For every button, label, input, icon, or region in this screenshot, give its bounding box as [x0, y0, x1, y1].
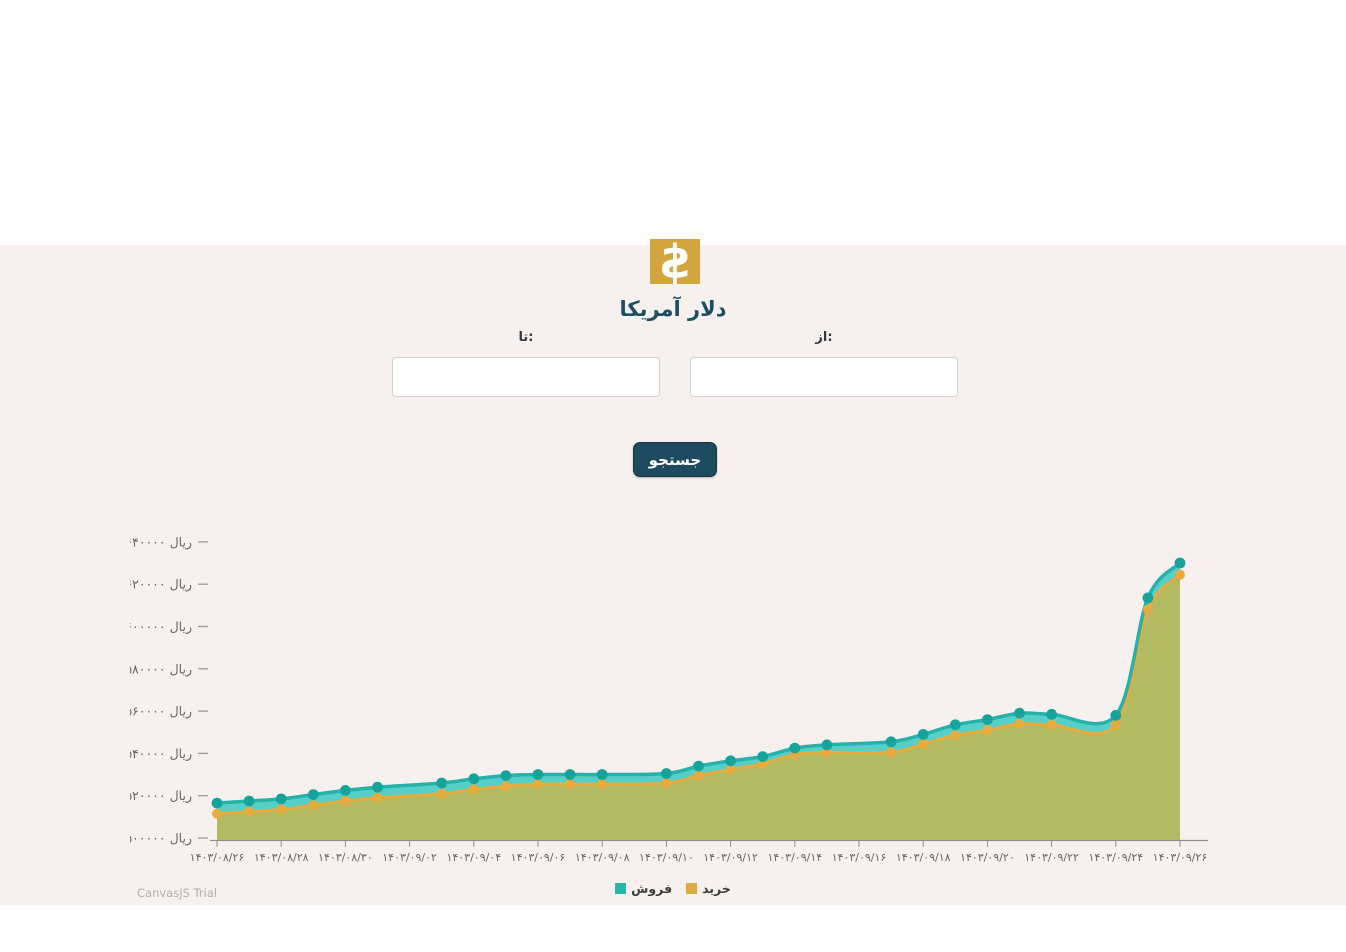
buy-marker[interactable]: [1175, 569, 1185, 580]
x-tick-label: ۱۴۰۳/۰۹/۲۲: [1024, 851, 1079, 864]
buy-legend-label: خرید: [702, 881, 731, 896]
sell-marker[interactable]: [725, 755, 736, 767]
sell-marker[interactable]: [468, 773, 480, 785]
date-to-input[interactable]: [392, 357, 660, 397]
buy-marker[interactable]: [468, 784, 479, 795]
date-from-label: از:: [815, 330, 833, 345]
sell-marker[interactable]: [1174, 557, 1186, 569]
y-tick-label: ۶۰۰۰۰۰ ریال: [130, 619, 192, 635]
buy-marker[interactable]: [340, 796, 351, 806]
buy-marker[interactable]: [661, 778, 672, 788]
buy-marker[interactable]: [1142, 604, 1153, 615]
buy-marker[interactable]: [950, 730, 961, 741]
x-tick-label: ۱۴۰۳/۰۹/۱۸: [896, 851, 951, 864]
buy-legend-swatch: [686, 883, 698, 894]
buy-marker[interactable]: [533, 779, 543, 790]
x-tick-label: ۱۴۰۳/۰۹/۱۰: [639, 851, 694, 864]
sell-marker[interactable]: [596, 769, 608, 780]
search-button[interactable]: جستجو: [633, 442, 717, 477]
sell-marker[interactable]: [693, 760, 704, 772]
canvasjs-trial-credit: CanvasJS Trial: [137, 886, 218, 900]
y-tick-label: ۵۸۰۰۰۰ ریال: [130, 661, 192, 677]
sell-marker[interactable]: [340, 785, 351, 796]
sell-marker[interactable]: [757, 751, 769, 762]
x-tick-label: ۱۴۰۳/۰۹/۰۶: [511, 851, 566, 864]
x-tick-label: ۱۴۰۳/۰۹/۲۶: [1153, 851, 1208, 864]
y-tick-label: ۵۴۰۰۰۰ ریال: [130, 746, 192, 762]
sell-marker[interactable]: [436, 777, 448, 789]
sell-marker[interactable]: [982, 714, 993, 725]
page-title: دلار آمریکا: [619, 297, 727, 321]
sell-marker[interactable]: [885, 736, 897, 748]
sell-marker[interactable]: [372, 781, 383, 793]
sell-marker[interactable]: [821, 739, 833, 751]
legend-item-buy[interactable]: خرید: [686, 881, 731, 896]
sell-marker[interactable]: [307, 789, 319, 800]
sell-marker[interactable]: [1014, 707, 1025, 719]
buy-marker[interactable]: [1014, 718, 1025, 729]
buy-marker[interactable]: [918, 738, 929, 749]
dollar-icon: $: [650, 239, 700, 284]
y-tick-label: ۵۰۰۰۰۰ ریال: [130, 831, 192, 847]
x-tick-label: ۱۴۰۳/۰۹/۱۲: [703, 851, 758, 864]
x-tick-label: ۱۴۰۳/۰۹/۱۴: [767, 851, 822, 864]
x-tick-label: ۱۴۰۳/۰۹/۱۶: [832, 851, 887, 864]
buy-marker[interactable]: [212, 808, 222, 819]
buy-marker[interactable]: [276, 804, 287, 815]
sell-marker[interactable]: [1142, 592, 1154, 604]
sell-marker[interactable]: [275, 793, 287, 805]
dollar-sign-glyph: $: [658, 239, 691, 284]
sell-marker[interactable]: [661, 768, 672, 779]
date-to-label: تا:: [518, 330, 534, 345]
price-chart: ۵۰۰۰۰۰ ریال ۵۲۰۰۰۰ ریال ۵۴۰۰۰۰ ریال ۵۶۰۰۰۰ …: [130, 534, 1208, 864]
sell-legend-label: فروش: [631, 881, 673, 896]
sell-marker[interactable]: [949, 719, 961, 731]
sell-marker[interactable]: [789, 742, 801, 754]
buy-marker[interactable]: [757, 759, 768, 769]
sell-marker[interactable]: [1046, 708, 1057, 720]
buy-marker[interactable]: [565, 779, 576, 790]
x-tick-label: ۱۴۰۳/۰۹/۰۴: [446, 851, 501, 864]
buy-marker[interactable]: [982, 725, 993, 736]
y-tick-label: ۶۲۰۰۰۰ ریال: [130, 577, 192, 593]
x-tick-label: ۱۴۰۳/۰۹/۰۲: [382, 851, 437, 864]
sell-marker[interactable]: [564, 769, 576, 780]
x-tick-label: ۱۴۰۳/۰۹/۲۰: [960, 851, 1015, 864]
date-from-input[interactable]: [690, 357, 958, 397]
sell-marker[interactable]: [532, 769, 544, 780]
sell-marker[interactable]: [211, 797, 223, 809]
chart-legend: فروش خرید: [0, 881, 1346, 896]
legend-item-sell[interactable]: فروش: [615, 881, 672, 896]
sell-legend-swatch: [615, 883, 627, 894]
x-tick-label: ۱۴۰۳/۰۸/۳۰: [318, 851, 373, 864]
buy-marker[interactable]: [244, 806, 255, 817]
buy-marker[interactable]: [372, 792, 383, 803]
buy-marker[interactable]: [597, 779, 608, 790]
y-tick-label: ۵۶۰۰۰۰ ریال: [130, 704, 192, 720]
buy-marker[interactable]: [1110, 719, 1121, 730]
y-tick-label: ۶۴۰۰۰۰ ریال: [130, 534, 192, 550]
buy-marker[interactable]: [308, 800, 319, 811]
sell-marker[interactable]: [500, 770, 512, 781]
sell-marker[interactable]: [1110, 709, 1122, 721]
sell-marker[interactable]: [243, 795, 255, 807]
sell-marker[interactable]: [917, 729, 929, 740]
buy-marker[interactable]: [1046, 719, 1057, 730]
x-tick-label: ۱۴۰۳/۰۸/۲۸: [254, 851, 309, 864]
buy-marker[interactable]: [886, 747, 897, 758]
buy-marker[interactable]: [725, 764, 736, 775]
buy-marker[interactable]: [693, 770, 704, 781]
x-tick-label: ۱۴۰۳/۰۹/۰۸: [575, 851, 630, 864]
x-tick-label: ۱۴۰۳/۰۹/۲۴: [1088, 851, 1143, 864]
buy-marker[interactable]: [821, 747, 832, 758]
buy-marker[interactable]: [500, 781, 511, 792]
y-tick-label: ۵۲۰۰۰۰ ریال: [130, 788, 192, 804]
buy-marker[interactable]: [436, 788, 447, 799]
buy-area: [217, 574, 1180, 840]
x-tick-label: ۱۴۰۳/۰۸/۲۶: [190, 851, 245, 864]
